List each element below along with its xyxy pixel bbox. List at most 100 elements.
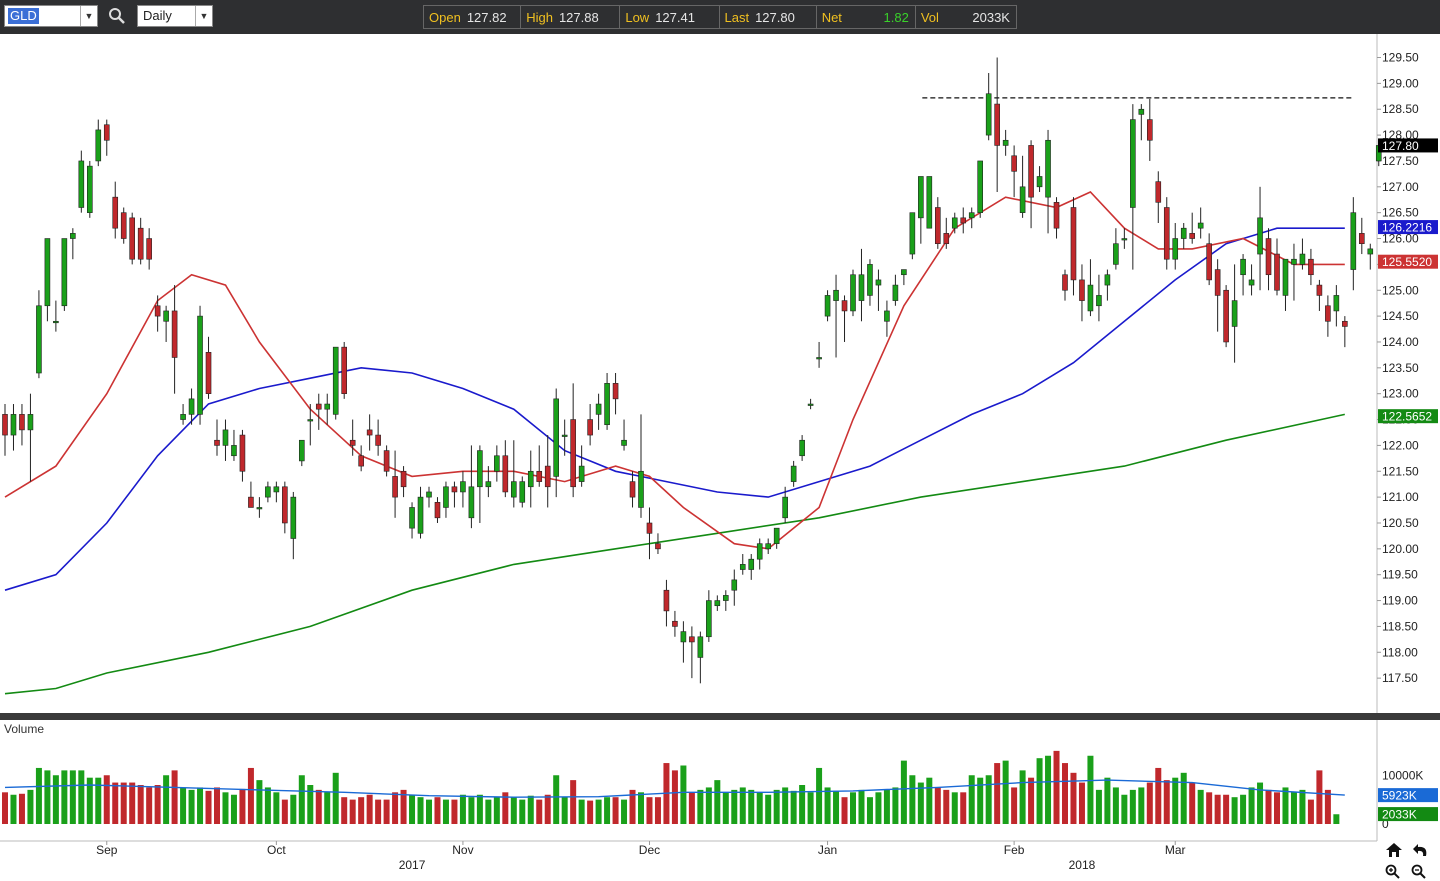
- volume-bar: [61, 770, 68, 824]
- zoom-out-icon[interactable]: [1411, 864, 1426, 879]
- candle-body: [1180, 227, 1187, 239]
- volume-bar: [1129, 789, 1136, 824]
- candle-body: [824, 295, 831, 317]
- candle: [129, 212, 135, 265]
- candle: [477, 445, 483, 523]
- search-icon[interactable]: [108, 7, 126, 25]
- candle: [663, 579, 670, 627]
- candle-body: [1070, 207, 1077, 281]
- candle-body: [1223, 289, 1229, 343]
- candle-body: [1104, 274, 1111, 286]
- volume-bar: [35, 767, 42, 824]
- candle-body: [36, 305, 42, 374]
- volume-bar: [493, 797, 500, 824]
- volume-bar: [1240, 794, 1247, 824]
- candle: [10, 404, 17, 451]
- interval-value: Daily: [143, 8, 172, 23]
- interval-dropdown-arrow[interactable]: ▼: [195, 6, 212, 26]
- symbol-input[interactable]: GLD ▼: [4, 5, 98, 27]
- candle: [248, 481, 254, 508]
- time-axis: Sep Oct Nov Dec Jan Feb Mar 2017 2018: [96, 841, 1186, 872]
- candle: [570, 383, 576, 498]
- volume-bar: [782, 787, 789, 824]
- quote-vol-label: Vol: [920, 9, 939, 25]
- candle: [824, 290, 831, 322]
- candle: [494, 445, 500, 482]
- price-tick-label: 118.50: [1382, 619, 1418, 633]
- volume-badge-label: 2033K: [1382, 808, 1417, 822]
- price-tick-label: 121.50: [1382, 464, 1419, 478]
- interval-select[interactable]: Daily ▼: [137, 5, 213, 27]
- candle-body: [985, 93, 992, 136]
- candle-body: [587, 419, 593, 436]
- candle-body: [595, 403, 602, 415]
- candle-body: [451, 486, 458, 493]
- candle: [519, 476, 526, 508]
- candle: [1138, 104, 1145, 141]
- candle-body: [197, 315, 203, 415]
- volume-badge-bg: [1378, 807, 1438, 822]
- volume-bar: [417, 797, 424, 824]
- candle: [1172, 223, 1179, 270]
- candle: [103, 119, 110, 156]
- candle-body: [10, 414, 17, 436]
- volume-bar: [120, 782, 127, 824]
- candle: [977, 160, 984, 218]
- volume-bar: [943, 789, 950, 824]
- candle-body: [1367, 248, 1374, 255]
- volume-bar: [349, 799, 356, 824]
- candle: [553, 388, 560, 498]
- price-tick-label: 124.50: [1382, 309, 1419, 323]
- candle: [1121, 228, 1128, 249]
- candle-body: [1130, 119, 1136, 208]
- symbol-value: GLD: [8, 8, 39, 24]
- candle: [926, 176, 933, 229]
- undo-icon[interactable]: [1413, 844, 1427, 856]
- home-icon[interactable]: [1386, 843, 1402, 857]
- volume-bar: [1163, 780, 1170, 824]
- candle: [460, 471, 466, 508]
- candle: [1104, 269, 1111, 301]
- volume-bar: [1214, 794, 1221, 824]
- volume-bar: [1045, 755, 1052, 824]
- candle-body: [477, 450, 483, 488]
- candle: [722, 590, 729, 611]
- symbol-dropdown-arrow[interactable]: ▼: [80, 6, 97, 26]
- candle-body: [485, 481, 492, 488]
- panel-divider[interactable]: [0, 713, 1440, 720]
- candle: [44, 238, 51, 322]
- volume-bar: [1011, 787, 1018, 824]
- price-chart[interactable]: 129.50129.00128.50128.00127.50127.00126.…: [0, 34, 1440, 881]
- candle-body: [188, 398, 195, 415]
- volume-tick-label: 0: [1382, 817, 1389, 831]
- candle-body: [324, 403, 331, 410]
- candle: [19, 404, 25, 446]
- volume-bar: [1172, 777, 1179, 824]
- candle-body: [621, 439, 627, 446]
- candle-body: [78, 160, 85, 208]
- volume-bar: [841, 797, 848, 824]
- sma-mid-line: [4, 227, 1345, 591]
- volume-bar: [1265, 789, 1272, 824]
- volume-bar: [1078, 782, 1085, 824]
- price-tick-label: 117.50: [1382, 671, 1418, 685]
- candle-body: [663, 589, 670, 612]
- price-tick-label: 125.00: [1382, 283, 1419, 297]
- volume-bar: [315, 789, 322, 824]
- quote-net: Net 1.82: [817, 6, 916, 28]
- quote-last-label: Last: [724, 9, 750, 25]
- candle: [1002, 129, 1009, 156]
- candle-body: [1045, 139, 1051, 198]
- candle: [595, 393, 602, 430]
- volume-bar: [341, 797, 348, 824]
- volume-bar: [485, 799, 492, 824]
- candle-body: [400, 470, 407, 488]
- volume-bar: [392, 792, 399, 824]
- price-badge-bg: [1378, 254, 1438, 269]
- candle: [120, 207, 127, 244]
- zoom-in-icon[interactable]: [1385, 864, 1400, 879]
- candle: [112, 181, 119, 239]
- candle-body: [1163, 207, 1170, 260]
- candle-body: [315, 403, 322, 410]
- volume-bar: [256, 780, 263, 824]
